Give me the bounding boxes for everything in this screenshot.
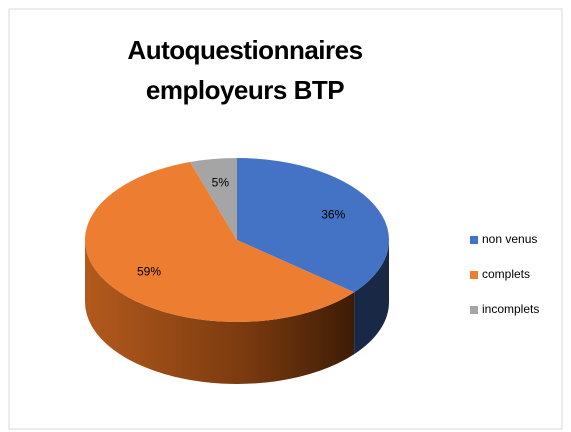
chart-title: Autoquestionnaires employeurs BTP — [127, 35, 363, 105]
slice — [84, 162, 355, 322]
data-label: 59% — [137, 264, 161, 278]
slice-side — [85, 240, 355, 384]
legend-label: incomplets — [482, 302, 539, 316]
data-label: 36% — [321, 208, 345, 222]
data-label: 5% — [212, 175, 230, 189]
legend-swatch — [470, 306, 478, 314]
slice — [190, 158, 237, 240]
slice — [237, 158, 389, 293]
legend-label: non venus — [482, 232, 537, 246]
slice-side — [354, 240, 389, 355]
legend-label: complets — [482, 267, 530, 281]
legend-swatch — [470, 236, 478, 244]
legend-swatch — [470, 271, 478, 279]
